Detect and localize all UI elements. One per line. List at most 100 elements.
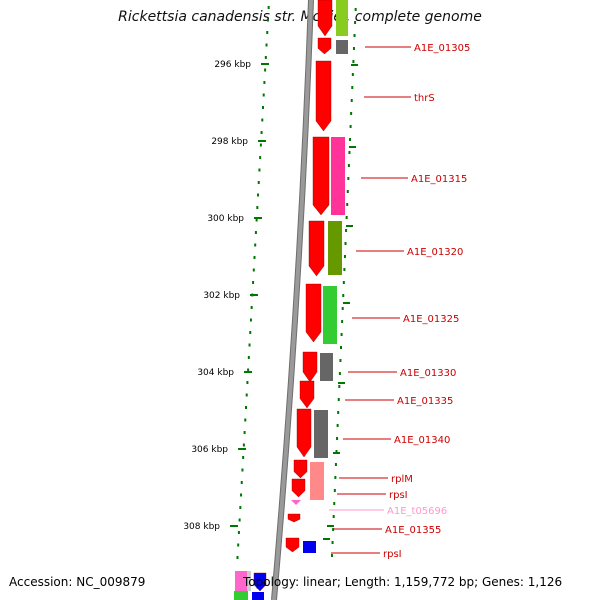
kbp-tick: [258, 140, 266, 142]
track-dot: [340, 333, 343, 336]
gene-label: A1E_t05696: [387, 506, 447, 517]
cds-feature: [315, 60, 332, 132]
track-dot: [242, 443, 245, 447]
track-dot: [341, 320, 344, 323]
track-dot: [257, 181, 260, 184]
track-dot: [344, 242, 347, 245]
trna-feature: [291, 500, 301, 505]
kbp-tick: [238, 448, 246, 450]
annotation-box: [331, 137, 345, 215]
track-dot: [241, 468, 244, 472]
track-dot: [244, 406, 247, 409]
annotation-box: [336, 0, 348, 36]
track-dot: [345, 216, 348, 219]
track-dot: [261, 106, 264, 109]
track-dot: [348, 151, 351, 154]
kbp-label: 300 kbp: [207, 214, 244, 224]
track-dot: [345, 229, 348, 232]
gene-label: A1E_01355: [385, 525, 441, 536]
track-dot: [249, 318, 252, 322]
track-dot: [239, 506, 242, 509]
gene-label: A1E_01305: [414, 43, 470, 54]
track-dot: [259, 143, 262, 147]
track-dot: [252, 281, 255, 284]
cds-feature: [253, 572, 267, 592]
annotation-box: [320, 353, 333, 381]
gene-label: A1E_01335: [397, 396, 453, 407]
track-dot: [342, 294, 345, 297]
gene-label: rplM: [391, 474, 413, 485]
track-tick: [346, 225, 353, 227]
track-dot: [237, 543, 240, 547]
track-dot: [337, 398, 340, 401]
track-dot: [247, 356, 250, 359]
track-dot: [350, 112, 353, 115]
kbp-tick: [261, 63, 269, 65]
track-dot: [343, 255, 346, 258]
track-tick: [327, 525, 334, 527]
track-dot: [350, 99, 353, 102]
track-dot: [339, 359, 342, 362]
track-dot: [331, 541, 334, 544]
track-dot: [354, 8, 357, 11]
track-dot: [351, 86, 354, 89]
annotation-box: [336, 40, 348, 54]
track-dot: [263, 81, 266, 84]
track-dot: [262, 93, 265, 97]
track-dot: [252, 268, 255, 272]
gene-label: A1E_01325: [403, 314, 459, 325]
track-dot: [336, 437, 339, 440]
kbp-label: 296 kbp: [214, 60, 251, 70]
track-tick: [351, 64, 358, 66]
cds-feature: [308, 220, 325, 277]
track-tick: [323, 538, 330, 540]
cds-feature: [299, 380, 315, 409]
track-dot: [330, 554, 333, 557]
gene-label: A1E_01320: [407, 247, 463, 258]
track-dot: [255, 218, 258, 222]
track-dot: [332, 515, 335, 518]
track-dot: [353, 34, 356, 37]
track-dot: [242, 456, 245, 459]
track-dot: [347, 164, 350, 167]
track-dot: [351, 73, 354, 76]
track-dot: [349, 125, 352, 128]
backbone: [272, 0, 313, 600]
track-dot: [332, 528, 335, 531]
track-dot: [260, 131, 263, 134]
cds-feature: [285, 537, 300, 553]
gene-label: A1E_01340: [394, 435, 450, 446]
kbp-tick: [254, 217, 262, 219]
kbp-label: 298 kbp: [211, 137, 248, 147]
kbp-label: 304 kbp: [197, 368, 234, 378]
track-dot: [347, 177, 350, 180]
track-dot: [333, 489, 336, 492]
track-dot: [240, 493, 243, 497]
track-dot: [248, 343, 251, 347]
kbp-tick: [250, 294, 258, 296]
annotation-box: [323, 286, 337, 344]
track-dot: [333, 502, 336, 505]
annotation-box: [310, 462, 324, 500]
annotation-box: [235, 571, 247, 591]
track-dot: [254, 231, 257, 234]
track-dot: [240, 481, 243, 484]
track-dot: [256, 206, 259, 209]
cds-feature: [287, 513, 301, 523]
track-dot: [253, 256, 256, 259]
gene-label: rpsI: [389, 490, 408, 501]
track-dot: [340, 346, 343, 349]
gene-label: rpsI: [383, 549, 402, 560]
track-dot: [244, 418, 247, 422]
accession-label: Accession: NC_009879: [9, 575, 146, 589]
cds-feature: [305, 283, 322, 343]
track-dot: [346, 190, 349, 193]
topology-summary: Topology: linear; Length: 1,159,772 bp; …: [243, 575, 563, 589]
annotation-box: [234, 591, 248, 600]
track-dot: [254, 243, 257, 247]
kbp-tick: [244, 371, 252, 373]
track-dot: [259, 156, 262, 159]
track-dot: [249, 331, 252, 334]
track-tick: [349, 146, 356, 148]
